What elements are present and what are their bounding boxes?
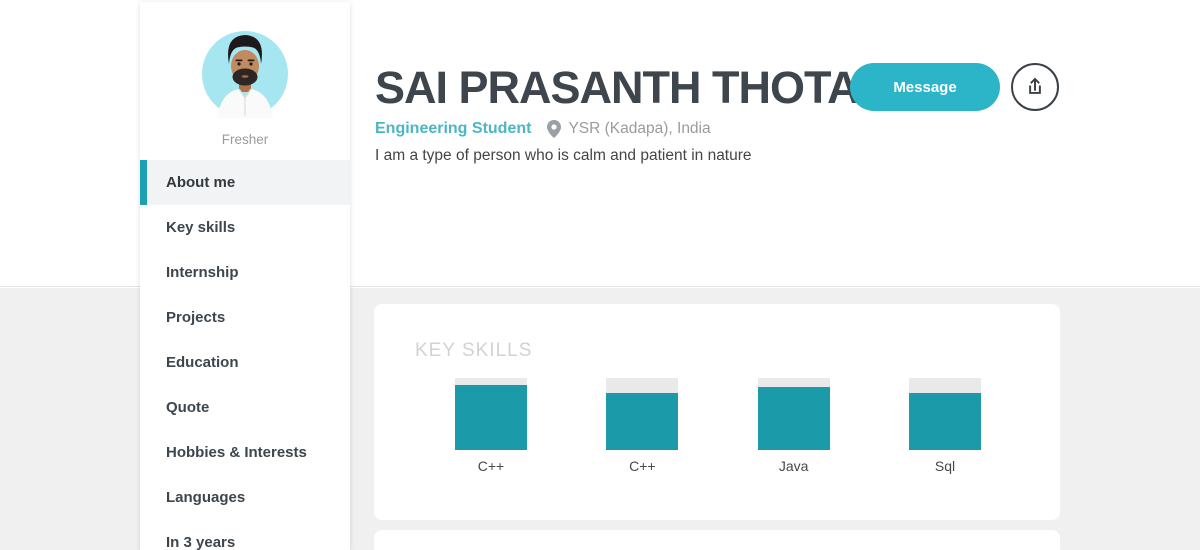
skill-bar-track — [455, 378, 527, 450]
profile-tagline: I am a type of person who is calm and pa… — [375, 147, 752, 164]
next-section-card — [374, 530, 1060, 550]
sidebar-item-languages[interactable]: Languages — [166, 489, 246, 506]
sidebar-item-internship[interactable]: Internship — [166, 264, 239, 281]
key-skills-title: KEY SKILLS — [415, 340, 533, 361]
sidebar-item-projects[interactable]: Projects — [166, 309, 226, 326]
skill-bar: Sql — [908, 378, 981, 474]
skill-bar-fill — [757, 386, 830, 450]
role-row: Engineering Student YSR (Kadapa), India — [375, 120, 711, 138]
sidebar-item-hobbies-interests[interactable]: Hobbies & Interests — [166, 444, 307, 461]
sidebar-item-about-me[interactable]: About me — [140, 160, 350, 205]
location-pin-icon — [547, 120, 562, 138]
share-upload-icon — [1029, 77, 1041, 94]
skill-bar-track — [908, 378, 981, 450]
skill-bar: C++ — [606, 378, 679, 474]
skill-bar-track — [757, 378, 830, 450]
skill-bar-label: Java — [778, 458, 809, 474]
key-skills-card: KEY SKILLS C++ C++ Java Sql — [374, 304, 1060, 520]
profile-name: SAI PRASANTH THOTA — [375, 62, 860, 113]
avatar — [199, 26, 291, 118]
skill-bar: C++ — [455, 378, 527, 474]
skill-bar: Java — [757, 378, 830, 474]
skill-bar-label: Sql — [934, 458, 956, 474]
profile-role: Engineering Student — [375, 120, 532, 137]
skill-bar-fill — [606, 393, 679, 450]
skill-bar-fill — [908, 393, 981, 450]
skill-bar-label: C++ — [477, 458, 505, 474]
sidebar-item-education[interactable]: Education — [166, 354, 239, 371]
profile-photo — [199, 26, 291, 118]
sidebar-item-in-3-years[interactable]: In 3 years — [166, 534, 236, 550]
sidebar-nav: About me Key skills Internship Projects Educ… — [140, 160, 350, 550]
sidebar: Fresher About me Key skills Internship Proj… — [140, 2, 350, 550]
experience-badge: Fresher — [221, 132, 269, 147]
skill-bar-fill — [455, 385, 527, 450]
message-button[interactable]: Message — [850, 63, 1000, 111]
skill-bar-track — [606, 378, 679, 450]
profile-location: YSR (Kadapa), India — [568, 120, 711, 137]
share-button[interactable] — [1011, 63, 1059, 111]
skills-bar-chart: C++ C++ Java Sql — [455, 378, 981, 474]
sidebar-item-key-skills[interactable]: Key skills — [166, 219, 236, 236]
skill-bar-label: C++ — [629, 458, 656, 474]
sidebar-item-quote[interactable]: Quote — [166, 399, 210, 416]
